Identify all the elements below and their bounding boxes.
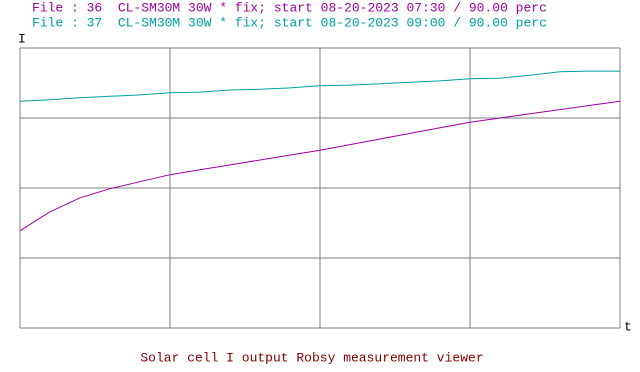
chart-title: Solar cell I output Robsy measurement vi… (140, 350, 483, 365)
series-line (19, 70, 620, 102)
series-line (19, 100, 621, 232)
x-axis-label: t (624, 319, 632, 334)
legend-entry: File : 36 CL-SM30M 30W * fix; start 08-2… (32, 0, 547, 15)
y-axis-label: I (18, 31, 26, 46)
legend-entry: File : 37 CL-SM30M 30W * fix; start 08-2… (32, 15, 547, 30)
